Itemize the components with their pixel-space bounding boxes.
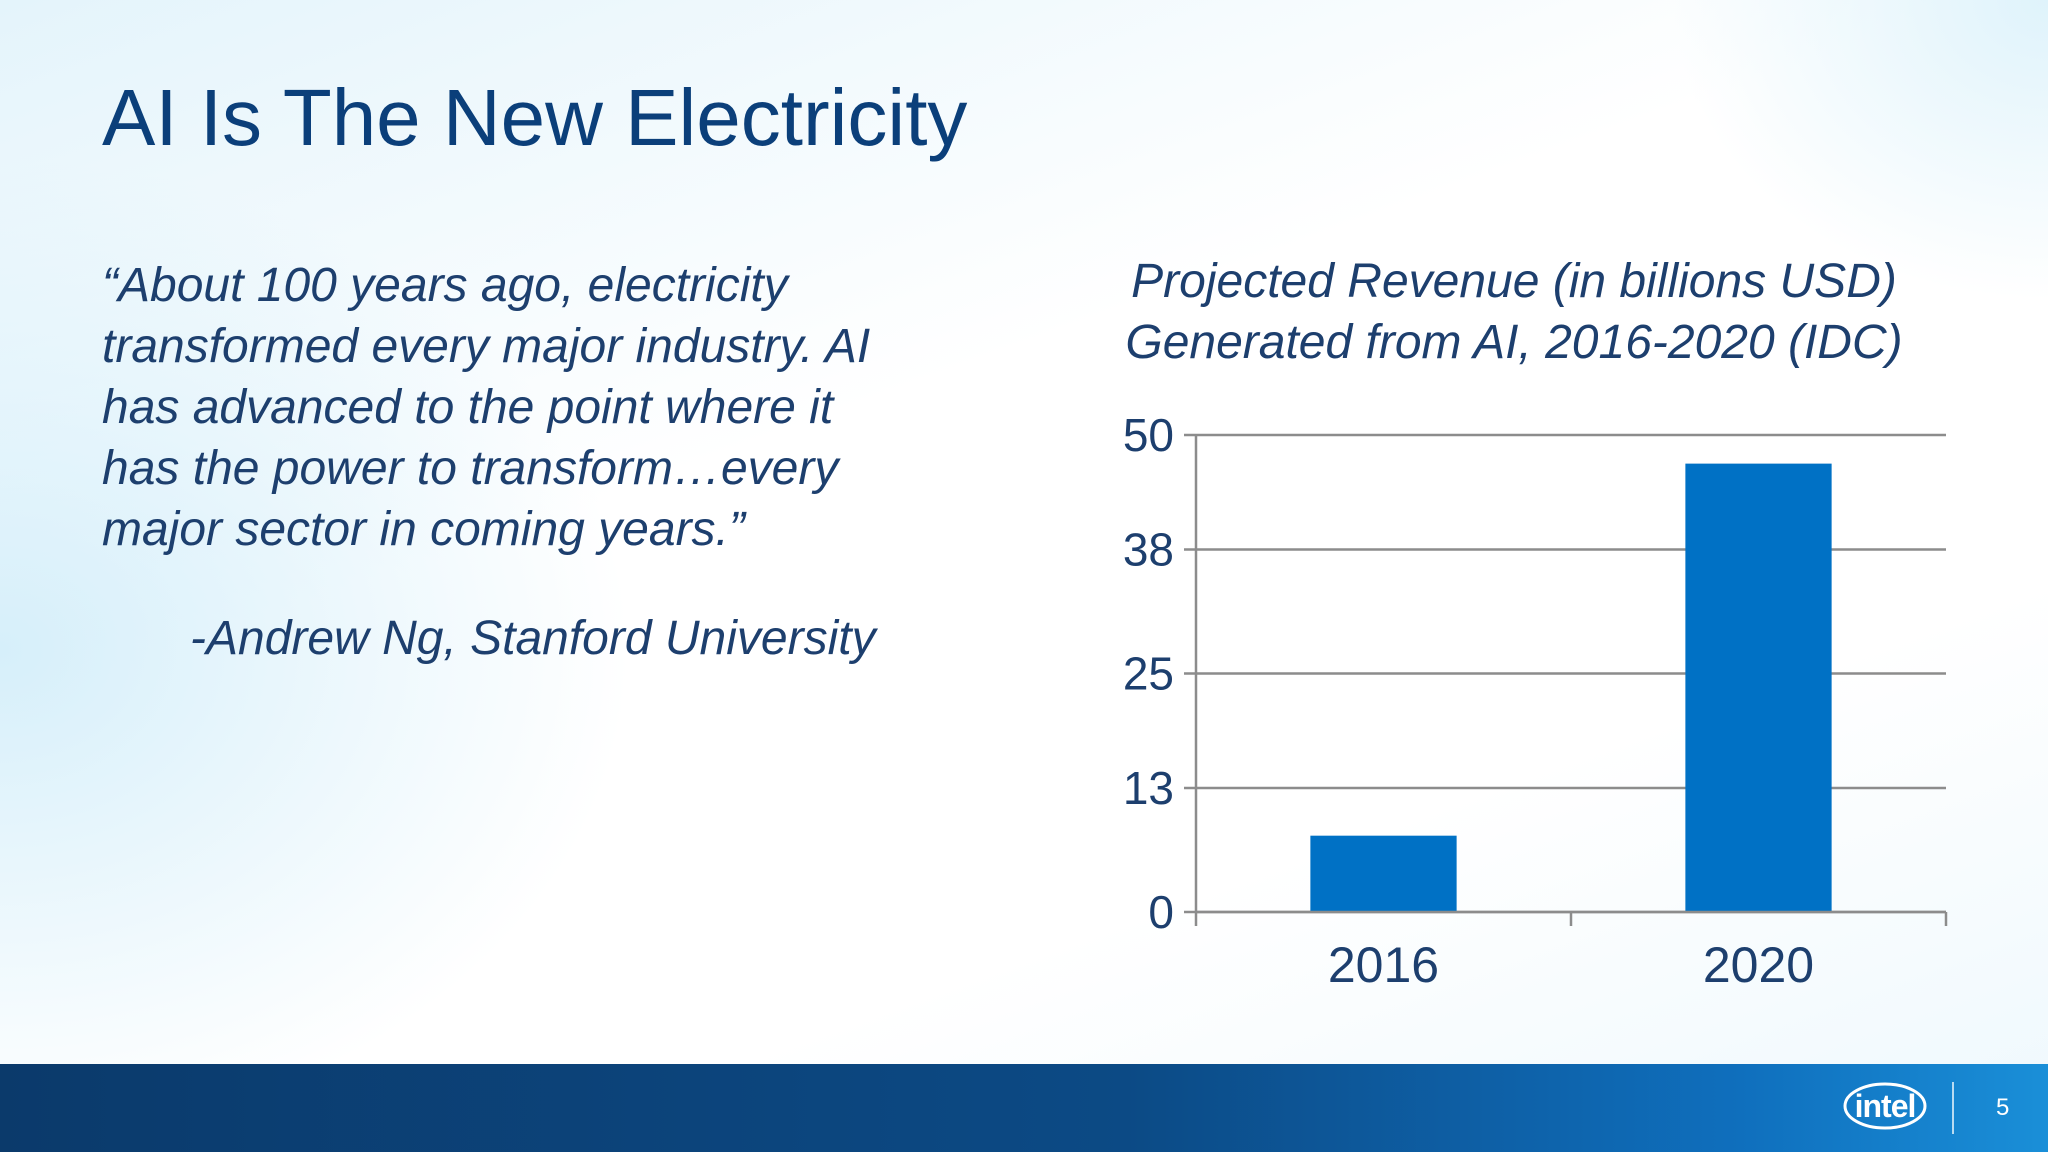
quote-line: has advanced to the point where it <box>102 381 834 434</box>
y-tick-label: 0 <box>1148 886 1174 938</box>
y-tick-label: 25 <box>1123 648 1174 700</box>
y-tick-label: 13 <box>1123 762 1174 814</box>
bar-2016 <box>1310 835 1457 912</box>
chart-title-line: Projected Revenue (in billions USD) <box>1131 255 1897 308</box>
logo-swoosh-icon <box>1843 1082 1927 1130</box>
slide-title: AI Is The New Electricity <box>102 73 968 162</box>
footer-bar: intel 5 <box>0 1064 2048 1152</box>
quote-line: transformed every major industry. AI <box>102 320 871 373</box>
x-tick-label: 2016 <box>1328 937 1439 993</box>
logo-text: intel <box>1854 1087 1917 1124</box>
bar-2020 <box>1685 463 1832 912</box>
footer-divider <box>1952 1082 1954 1134</box>
x-tick-label: 2020 <box>1703 937 1814 993</box>
quote-line: major sector in coming years.” <box>102 503 745 556</box>
bar-chart: 0 13 25 38 50 2016 2020 <box>1123 410 1948 993</box>
chart-title: Projected Revenue (in billions USD) Gene… <box>1080 251 1948 373</box>
y-tick-label: 50 <box>1123 410 1174 461</box>
y-tick-label: 38 <box>1123 523 1174 575</box>
quote-attribution: -Andrew Ng, Stanford University <box>190 612 876 665</box>
page-number: 5 <box>1996 1094 2010 1121</box>
chart-title-line: Generated from AI, 2016-2020 (IDC) <box>1125 316 1903 369</box>
intel-logo: intel <box>1842 1078 1928 1134</box>
quote-line: “About 100 years ago, electricity <box>102 259 788 312</box>
quote: “About 100 years ago, electricity transf… <box>102 255 962 560</box>
quote-line: has the power to transform…every <box>102 442 839 495</box>
